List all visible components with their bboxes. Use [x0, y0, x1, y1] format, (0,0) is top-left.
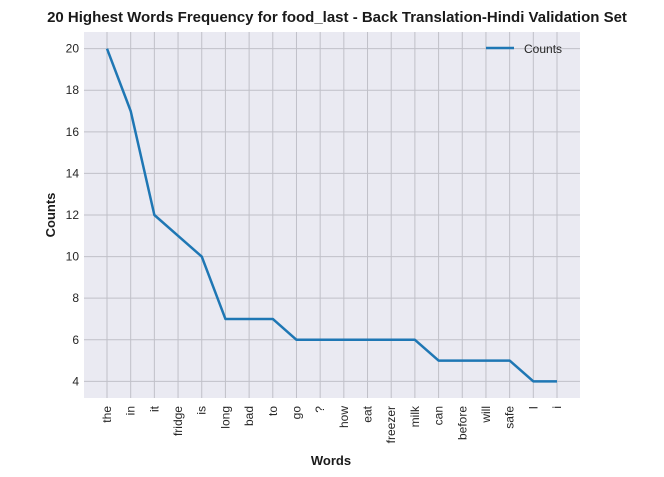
- chart-title: 20 Highest Words Frequency for food_last…: [47, 9, 627, 26]
- x-tick-label: before: [455, 406, 469, 440]
- x-tick-label: is: [195, 406, 209, 415]
- y-tick-label: 16: [66, 125, 80, 139]
- x-tick-label: ?: [313, 406, 327, 413]
- x-tick-label: will: [479, 406, 493, 424]
- y-tick-label: 8: [72, 291, 79, 305]
- x-tick-label: i: [550, 406, 564, 409]
- x-tick-label: bad: [242, 406, 256, 426]
- x-tick-label: it: [147, 405, 161, 412]
- y-tick-label: 6: [72, 333, 79, 347]
- y-tick-label: 12: [66, 208, 80, 222]
- y-axis-label: Counts: [43, 193, 58, 238]
- x-tick-label: go: [289, 406, 303, 420]
- y-tick-label: 14: [66, 166, 80, 180]
- x-tick-label: safe: [503, 406, 517, 429]
- x-axis-label: Words: [311, 453, 351, 468]
- x-tick-label: I: [526, 406, 540, 409]
- y-tick-label: 18: [66, 83, 80, 97]
- x-tick-label: fridge: [171, 406, 185, 436]
- legend-label: Counts: [524, 42, 562, 56]
- x-tick-label: can: [432, 406, 446, 425]
- x-tick-label: in: [124, 406, 138, 415]
- x-tick-label: freezer: [384, 406, 398, 443]
- series-line-counts: [105, 48, 557, 383]
- x-tick-labels: the in it fridge is long bad to go? how eat freezer…: [100, 405, 564, 443]
- legend: Counts: [486, 42, 562, 56]
- x-tick-label: eat: [361, 405, 375, 422]
- y-tick-label: 10: [66, 250, 80, 264]
- y-tick-label: 4: [72, 374, 79, 388]
- x-tick-label: to: [266, 406, 280, 416]
- x-tick-label: the: [100, 406, 114, 423]
- x-tick-label: long: [218, 406, 232, 429]
- x-tick-label: how: [337, 406, 351, 428]
- y-tick-label: 20: [66, 42, 80, 56]
- x-tick-label: milk: [408, 405, 422, 427]
- y-tick-labels: 4 6 8 10 12 14 16 18 20: [66, 42, 80, 389]
